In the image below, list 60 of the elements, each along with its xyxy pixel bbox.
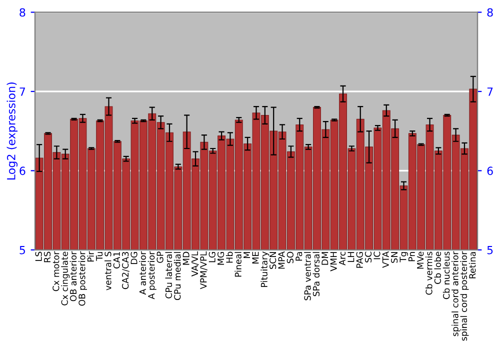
x-tick-label: LG [208, 252, 216, 262]
x-tick-label: Pir [87, 251, 94, 262]
x-tick-label: MD [182, 252, 190, 265]
x-tick-label: CA1 [113, 252, 120, 268]
x-tick-label: Tg [400, 252, 408, 262]
y-axis-title: Log2 (expression) [6, 82, 18, 180]
y2-tick-label: 6 [487, 166, 493, 176]
x-tick-label: Cb nucleus [442, 252, 450, 300]
x-tick-label: IC [374, 252, 380, 260]
x-tick-label: spinal cord anterior [452, 251, 460, 336]
x-tick-label: MVe [417, 252, 424, 269]
x-tick-label: CPu medial [174, 252, 181, 300]
x-tick-label: Pa [296, 252, 302, 261]
x-tick-label: MG [217, 252, 224, 265]
y-tick-label: 8 [20, 8, 26, 17]
x-tick-label: Arc [339, 252, 346, 266]
x-tick-label: SO [286, 252, 294, 264]
x-tick-label: Pineal [234, 252, 242, 277]
x-tick-label: A posterior [148, 251, 156, 300]
x-tick-label: VMH [330, 252, 337, 272]
x-tick-label: Cb vermis [426, 252, 432, 295]
y2-tick-label: 8 [487, 8, 493, 17]
x-tick-label: LS [35, 252, 42, 261]
x-tick-label: VPM/VPL [200, 251, 208, 290]
y-tick-label: 5 [20, 246, 25, 254]
x-tick-label: Cb lobe [434, 252, 441, 284]
x-tick-label: M [244, 252, 250, 258]
x-tick-label: SPa ventral [304, 252, 311, 300]
y-tick-label: 6 [20, 166, 26, 176]
y-tick-label: 7 [20, 88, 26, 96]
x-tick-label: SC [364, 252, 372, 262]
x-tick-label: GP [156, 252, 164, 263]
x-tick-label: ME [252, 252, 259, 264]
y2-tick-label: 5 [487, 246, 493, 254]
x-tick-label: OB posterior [78, 251, 87, 306]
x-tick-label: Pituitary [260, 252, 270, 287]
x-tick-label: DG [130, 252, 138, 264]
x-tick-label: spinal cord posterior [460, 251, 469, 341]
x-tick-label: SCN [270, 252, 276, 269]
y2-tick-label: 7 [487, 88, 493, 96]
x-tick-label: MPA [278, 251, 285, 269]
x-tick-label: Pn [408, 252, 415, 262]
x-tick-label: LH [348, 252, 354, 262]
x-tick-label: PAG [356, 252, 363, 268]
x-tick-label: RS [44, 252, 51, 262]
x-tick-label: Cx motor [52, 251, 60, 292]
x-tick-label: Retina [468, 252, 476, 278]
x-tick-label: ventral S [104, 252, 112, 290]
x-tick-label: SPa dorsal [312, 252, 320, 296]
x-tick-label: A anterior [139, 251, 146, 295]
x-tick-label: SN [390, 252, 398, 263]
x-tick-label: Tu [96, 252, 103, 261]
x-tick-label: CPu lateral [165, 252, 172, 298]
x-tick-label: VTA [382, 251, 389, 268]
x-tick-label: CA2/CA3 [122, 252, 130, 290]
x-tick-label: DM [322, 252, 328, 265]
x-tick-label: Hb [226, 252, 233, 263]
x-tick-label: VA/VL [192, 251, 199, 276]
x-tick-label: Cx cingulate [61, 252, 70, 306]
x-tick-label: OB anterior [70, 251, 77, 302]
